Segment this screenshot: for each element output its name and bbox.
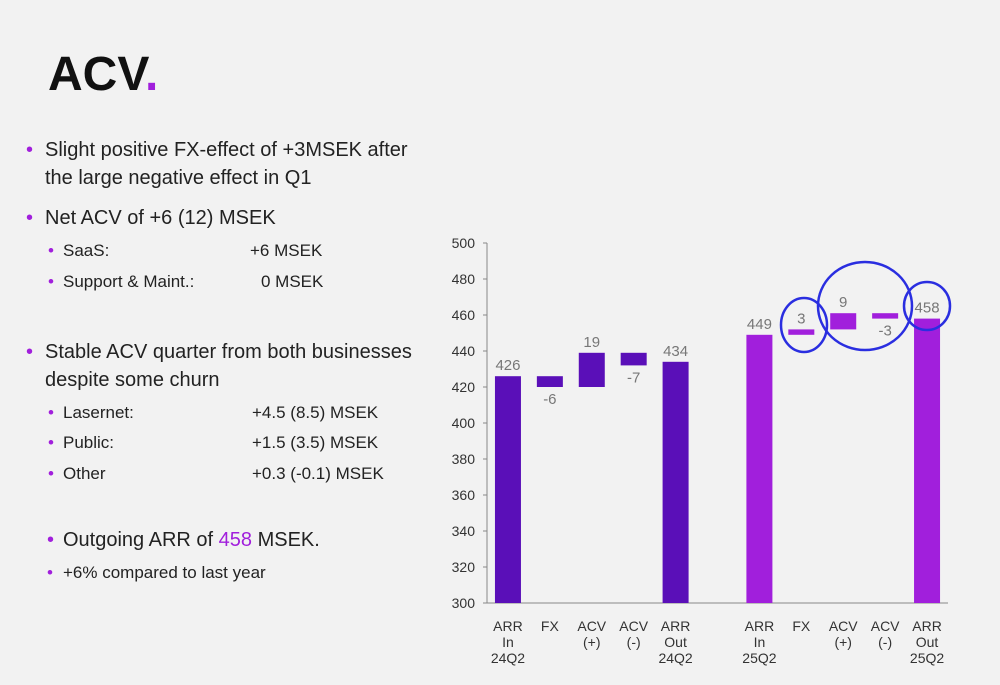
y-tick-label: 300	[452, 595, 476, 611]
y-tick-label: 320	[452, 559, 476, 575]
bar	[788, 329, 815, 335]
sub-value: +6 MSEK	[250, 241, 323, 260]
x-tick-label: FX	[792, 618, 811, 634]
value-label: 458	[915, 300, 940, 317]
bullet-text: despite some churn	[45, 369, 220, 391]
value-label: 449	[747, 316, 772, 333]
bullet-text: Net ACV of +6 (12) MSEK	[45, 207, 276, 229]
y-tick-label: 360	[452, 487, 476, 503]
bullet-text: Stable ACV quarter from both businesses	[45, 341, 412, 363]
sub-label: Lasernet:	[63, 403, 134, 422]
y-tick-label: 420	[452, 379, 476, 395]
x-tick-label: ACV (-)	[871, 618, 900, 650]
bullets: • Slight positive FX-effect of +3MSEK aft…	[26, 139, 412, 483]
outgoing-text: MSEK.	[252, 529, 320, 551]
x-tick-label: ACV (-)	[619, 618, 648, 650]
bar	[494, 376, 521, 603]
bar	[536, 376, 563, 387]
value-label: 426	[495, 357, 520, 374]
bar	[746, 334, 773, 603]
value-label: -6	[543, 391, 556, 408]
sub-label: Public:	[63, 433, 114, 452]
bullet-dot: •	[47, 529, 54, 551]
x-tick-label: ACV (+)	[829, 618, 858, 650]
x-tick-label: ARR Out 25Q2	[910, 618, 944, 666]
bar	[914, 318, 941, 603]
bar	[872, 313, 899, 319]
chart: 300 320 340 360 380 400 420 440 460 480 500 ARR In 24…	[452, 235, 948, 666]
highlight-circle	[779, 296, 829, 354]
y-tick-label: 440	[452, 343, 476, 359]
bar	[830, 313, 857, 330]
bullet-dot: •	[48, 272, 54, 291]
sub-value: 0 MSEK	[261, 272, 324, 291]
value-label: 9	[839, 294, 847, 311]
sub-label: Support & Maint.:	[63, 272, 194, 291]
bar	[662, 361, 689, 603]
title-text: ACV	[48, 48, 149, 101]
highlight-circles	[779, 260, 952, 354]
sub-value: +1.5 (3.5) MSEK	[252, 433, 379, 452]
outgoing-text: Outgoing ARR of	[63, 529, 219, 551]
value-label: 434	[663, 343, 688, 360]
x-tick-label: FX	[541, 618, 560, 634]
title-dot: .	[145, 48, 158, 101]
bullet-dot: •	[26, 341, 33, 363]
x-tick-label: ARR Out 24Q2	[658, 618, 692, 666]
value-label: -7	[627, 369, 640, 386]
bullet-dot: •	[26, 207, 33, 229]
bar	[578, 352, 605, 387]
x-tick-label: ARR In 25Q2	[742, 618, 776, 666]
bullet-dot: •	[47, 563, 53, 582]
y-tick-label: 380	[452, 451, 476, 467]
sub-label: Other	[63, 464, 106, 483]
bar	[620, 352, 647, 366]
outgoing-value: 458	[219, 529, 252, 551]
value-label: 3	[797, 310, 805, 327]
y-tick-label: 460	[452, 307, 476, 323]
sub-value: +4.5 (8.5) MSEK	[252, 403, 379, 422]
x-tick-label: ACV (+)	[577, 618, 606, 650]
y-tick-label: 400	[452, 415, 476, 431]
value-label: 19	[583, 334, 600, 351]
bullet-dot: •	[48, 433, 54, 452]
sub-value: +0.3 (-0.1) MSEK	[252, 464, 384, 483]
highlight-circle	[816, 260, 914, 352]
sub-label: SaaS:	[63, 241, 109, 260]
value-label: -3	[878, 323, 891, 340]
y-tick-label: 480	[452, 271, 476, 287]
bullet-dot: •	[48, 241, 54, 260]
bullet-dot: •	[48, 464, 54, 483]
y-tick-label: 340	[452, 523, 476, 539]
outgoing-sub: +6% compared to last year	[63, 563, 266, 582]
bullet-dot: •	[48, 403, 54, 422]
x-tick-label: ARR In 24Q2	[491, 618, 525, 666]
bullet-dot: •	[26, 139, 33, 161]
bullet-text: Slight positive FX-effect of +3MSEK afte…	[45, 139, 408, 161]
title: ACV.	[48, 48, 158, 101]
outgoing: Outgoing ARR of 458 MSEK.	[63, 529, 320, 551]
bullet-text: the large negative effect in Q1	[45, 167, 311, 189]
highlight-circle	[902, 280, 952, 332]
y-tick-label: 500	[452, 235, 476, 251]
